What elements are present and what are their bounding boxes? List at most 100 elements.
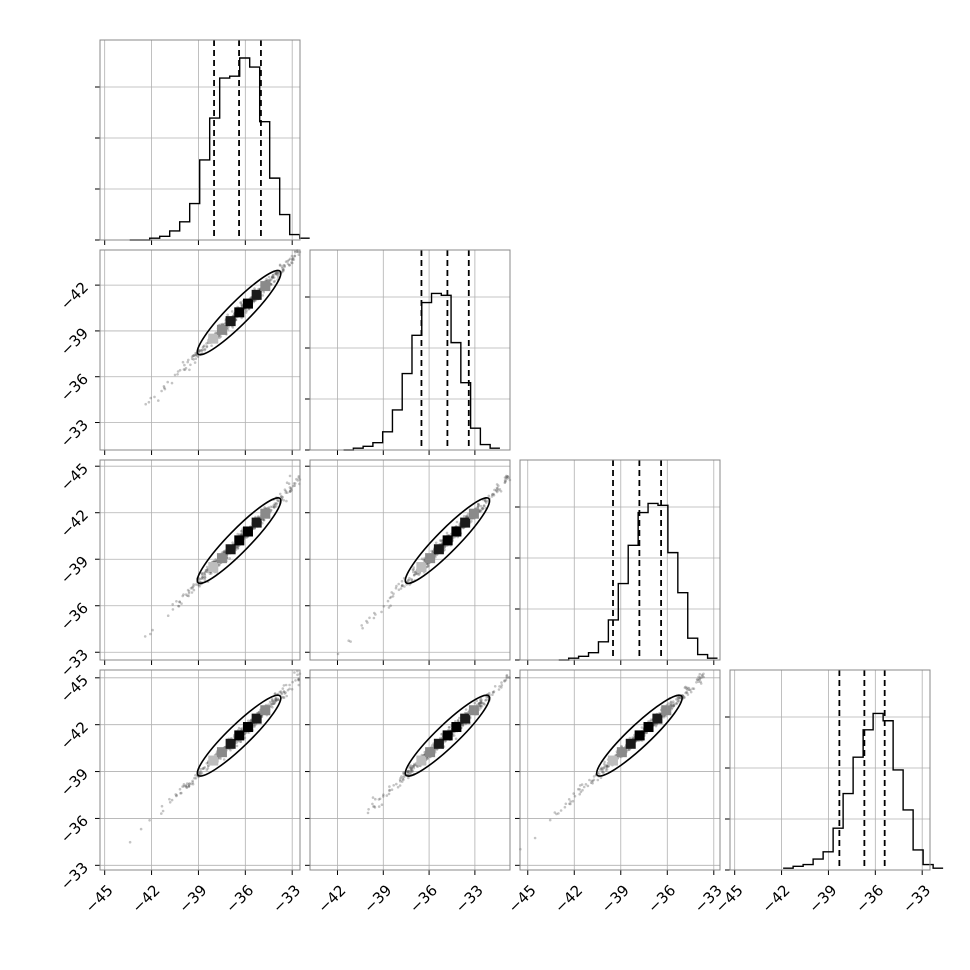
scatter-point [163, 386, 166, 390]
scatter-point [286, 262, 290, 266]
scatter-point [283, 264, 287, 267]
scatter-point [205, 570, 208, 574]
scatter-point [149, 632, 152, 636]
scatter-point [191, 586, 194, 590]
contour-line [404, 497, 491, 585]
scatter-point [275, 272, 278, 275]
scatter-point [297, 683, 301, 687]
scatter-point [289, 490, 292, 493]
y-tick-label: −45 [57, 459, 92, 494]
x-tick-label: −42 [758, 881, 793, 916]
scatter-point [282, 690, 286, 693]
scatter-point [394, 586, 398, 590]
scatter-point [401, 583, 404, 587]
scatter-point [128, 840, 132, 844]
scatter-point [271, 706, 274, 709]
scatter-panel-1-0: −33 −36 −39 −42 [57, 249, 302, 455]
scatter-point [401, 584, 404, 588]
scatter-point [484, 500, 488, 503]
scatter-point [579, 790, 583, 794]
scatter-point [271, 699, 274, 703]
scatter-point [477, 702, 481, 705]
scatter-point [568, 802, 571, 806]
scatter-point [604, 769, 608, 772]
scatter-point [187, 590, 191, 593]
scatter-point [205, 344, 209, 348]
density-cell [234, 307, 245, 318]
scatter-point [274, 698, 278, 701]
scatter-point [578, 792, 581, 796]
scatter-point [261, 518, 265, 521]
scatter-point [601, 769, 604, 772]
scatter-point [190, 355, 194, 359]
scatter-point [240, 303, 243, 307]
scatter-point [416, 572, 419, 576]
scatter-point [426, 756, 429, 760]
scatter-point [397, 582, 401, 586]
scatter-point [478, 510, 482, 513]
scatter-point [407, 769, 410, 773]
scatter-point [366, 621, 369, 624]
scatter-point [274, 697, 277, 700]
scatter-point [273, 699, 276, 703]
scatter-point [605, 765, 609, 768]
scatter-point [456, 719, 460, 723]
scatter-point [173, 373, 177, 377]
scatter-point [203, 572, 206, 576]
scatter-point [187, 594, 190, 598]
scatter-point [485, 695, 489, 699]
x-tick-label: −42 [551, 881, 586, 916]
scatter-point [479, 701, 482, 704]
scatter-point [649, 718, 653, 721]
scatter-point [290, 261, 293, 264]
scatter-point [271, 275, 275, 279]
scatter-point [483, 504, 486, 507]
density-cell [251, 289, 262, 300]
scatter-point [226, 327, 230, 331]
scatter-point [402, 771, 406, 775]
scatter-point [206, 568, 209, 571]
density-cell [260, 705, 271, 716]
scatter-point [605, 764, 608, 767]
scatter-point [257, 287, 260, 291]
scatter-point [297, 678, 300, 681]
scatter-point [210, 572, 213, 575]
scatter-point [476, 506, 479, 510]
scatter-point [202, 345, 205, 348]
scatter-point [410, 770, 414, 773]
scatter-point [153, 395, 156, 399]
scatter-point [479, 706, 482, 710]
scatter-point [181, 594, 184, 598]
scatter-point [271, 273, 275, 277]
scatter-point [279, 495, 283, 498]
scatter-point [187, 591, 191, 595]
scatter-point [505, 676, 509, 680]
scatter-point [700, 673, 704, 677]
x-tick-label: −33 [899, 881, 934, 916]
scatter-point [297, 253, 301, 256]
scatter-point [297, 678, 300, 682]
scatter-point [293, 484, 297, 488]
scatter-point [486, 499, 490, 503]
scatter-point [413, 763, 416, 767]
scatter-point [286, 259, 289, 263]
scatter-point [191, 782, 195, 786]
scatter-point [500, 681, 503, 684]
scatter-point [478, 702, 481, 705]
scatter-point [151, 628, 154, 632]
scatter-point [287, 482, 291, 486]
scatter-point [281, 495, 285, 499]
scatter-point [406, 770, 410, 773]
scatter-point [697, 680, 700, 683]
scatter-point [280, 265, 284, 268]
scatter-point [347, 639, 351, 642]
scatter-point [478, 701, 482, 705]
scatter-point [280, 691, 284, 695]
scatter-point [439, 736, 442, 740]
scatter-point [218, 334, 221, 337]
scatter-point [390, 788, 394, 791]
contour-line [196, 694, 282, 777]
scatter-point [203, 578, 207, 582]
y-tick-label: −36 [57, 812, 92, 847]
scatter-point [410, 768, 414, 772]
